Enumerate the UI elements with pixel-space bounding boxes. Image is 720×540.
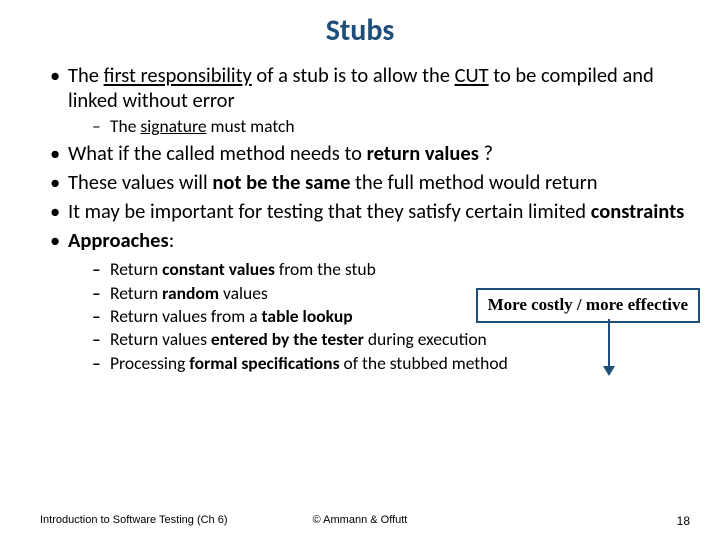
text: It may be important for testing that the…: [68, 198, 591, 224]
bold-table-lookup: table lookup: [262, 305, 353, 327]
bold-constraints: constraints: [591, 198, 685, 224]
sub-bullet-signature: The signature must match: [92, 116, 692, 137]
text: of a stub is to allow the: [252, 62, 455, 88]
bullet-not-same: These values will not be the same the fu…: [50, 170, 692, 195]
text: :: [169, 227, 175, 253]
bold-return-values: return values: [367, 140, 479, 166]
callout-box: More costly / more effective: [476, 288, 700, 323]
approach-formal-spec: Processing formal specifications of the …: [92, 353, 692, 374]
bold-formal-specifications: formal specifications: [189, 352, 339, 374]
underline-cut: CUT: [455, 62, 489, 88]
underline-first-responsibility: first responsibility: [104, 62, 252, 88]
text: Return: [110, 258, 162, 280]
approach-constant: Return constant values from the stub: [92, 259, 692, 280]
arrow-down-icon: [608, 319, 610, 374]
text: What if the called method needs to: [68, 140, 367, 166]
sub-list: The signature must match: [68, 116, 692, 137]
bullet-return-values: What if the called method needs to retur…: [50, 141, 692, 166]
underline-signature: signature: [140, 115, 206, 137]
bullet-list: The first responsibility of a stub is to…: [28, 63, 692, 374]
text: during execution: [364, 328, 487, 350]
text: ?: [479, 140, 493, 166]
text: Return values: [110, 328, 211, 350]
text: values: [219, 282, 268, 304]
bold-approaches: Approaches: [68, 227, 169, 253]
footer-center: © Ammann & Offutt: [313, 514, 408, 526]
text: The: [110, 115, 140, 137]
page-title: Stubs: [28, 12, 692, 49]
text: from the stub: [275, 258, 376, 280]
text: The: [68, 62, 104, 88]
text: Return: [110, 282, 162, 304]
bold-constant-values: constant values: [162, 258, 275, 280]
bold-random: random: [162, 282, 219, 304]
footer-page-number: 18: [677, 514, 690, 528]
bold-entered-by-tester: entered by the tester: [211, 328, 364, 350]
text: These values will: [68, 169, 212, 195]
text: of the stubbed method: [340, 352, 508, 374]
bullet-constraints: It may be important for testing that the…: [50, 199, 692, 224]
footer-left: Introduction to Software Testing (Ch 6): [40, 514, 228, 528]
text: Return values from a: [110, 305, 262, 327]
text: Processing: [110, 352, 189, 374]
approach-tester-entered: Return values entered by the tester duri…: [92, 329, 692, 350]
text: the full method would return: [350, 169, 597, 195]
text: must match: [207, 115, 295, 137]
footer: Introduction to Software Testing (Ch 6) …: [0, 514, 720, 528]
bullet-first-responsibility: The first responsibility of a stub is to…: [50, 63, 692, 137]
bold-not-same: not be the same: [212, 169, 350, 195]
